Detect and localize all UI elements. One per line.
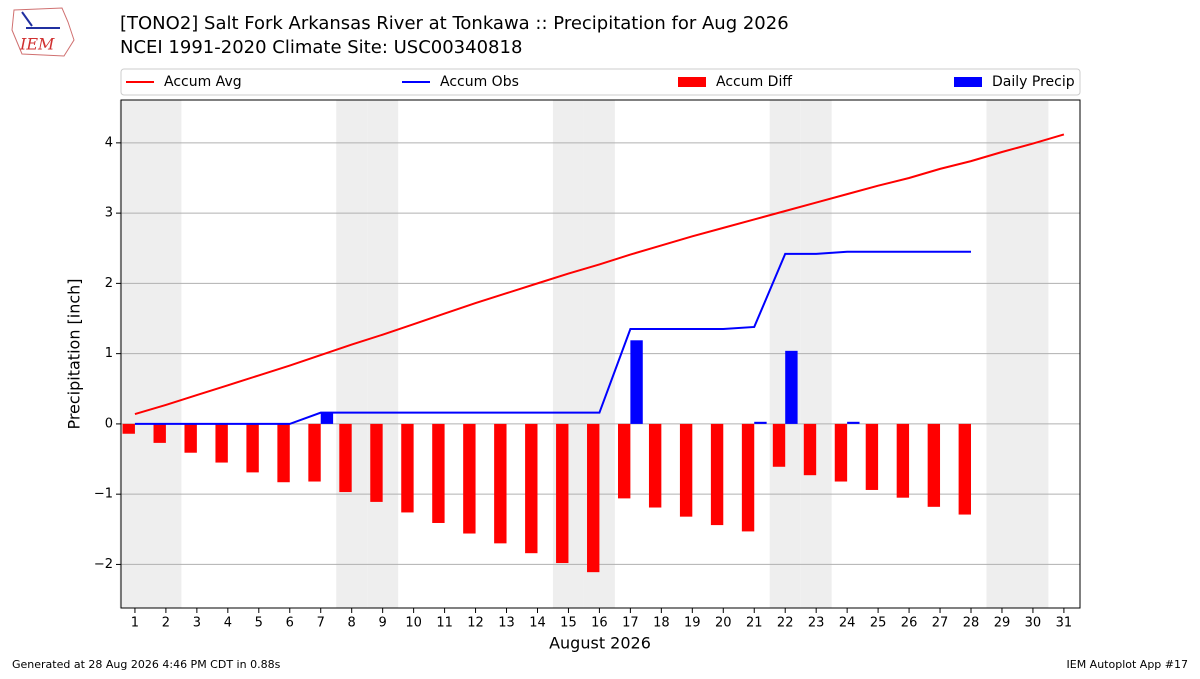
bar <box>370 423 383 502</box>
bar <box>277 423 290 483</box>
x-tick-label: 22 <box>777 616 794 631</box>
y-tick-label: −1 <box>94 487 113 502</box>
bar <box>401 423 414 513</box>
x-tick-label: 18 <box>653 616 670 631</box>
x-tick-label: 10 <box>405 616 422 631</box>
x-tick-label: 9 <box>379 616 387 631</box>
logo-text: IEM <box>19 35 55 54</box>
bar <box>741 423 755 532</box>
legend-box <box>120 68 1081 96</box>
logo: IEM <box>11 7 75 57</box>
bar <box>630 340 643 424</box>
bar <box>679 423 693 517</box>
x-tick-label: 13 <box>498 616 515 631</box>
bar <box>320 412 334 424</box>
x-tick-label: 17 <box>622 616 639 631</box>
bar <box>958 423 972 515</box>
x-tick-label: 20 <box>715 616 732 631</box>
legend-label: Accum Obs <box>440 74 519 90</box>
bar <box>865 423 879 490</box>
bar <box>246 423 259 473</box>
x-tick-label: 30 <box>1025 616 1042 631</box>
legend-label: Accum Diff <box>716 74 792 90</box>
bar <box>215 423 228 463</box>
bar <box>710 423 724 526</box>
bar <box>617 423 631 499</box>
y-tick-label: 2 <box>105 276 113 291</box>
logo-icon <box>21 11 33 27</box>
bar <box>648 423 662 508</box>
x-tick-label: 14 <box>529 616 546 631</box>
x-tick-label: 27 <box>932 616 949 631</box>
chart-title: [TONO2] Salt Fork Arkansas River at Tonk… <box>120 13 789 34</box>
x-tick-label: 1 <box>131 616 139 631</box>
legend: Accum Avg Accum Obs Accum Diff Daily Precip <box>126 74 1075 90</box>
bar <box>927 423 941 507</box>
line <box>134 250 972 425</box>
x-tick-label: 29 <box>994 616 1011 631</box>
bar <box>184 423 197 453</box>
legend-swatch <box>954 77 982 87</box>
y-tick-label: 0 <box>105 416 113 431</box>
x-tick-label: 25 <box>870 616 887 631</box>
bar <box>785 350 798 424</box>
x-tick-label: 23 <box>808 616 825 631</box>
x-tick-label: 11 <box>436 616 453 631</box>
x-tick-label: 24 <box>839 616 856 631</box>
x-tick-label: 15 <box>560 616 577 631</box>
y-tick-label: 1 <box>105 346 113 361</box>
x-tick-label: 28 <box>963 616 980 631</box>
bar <box>834 423 848 482</box>
bar <box>339 423 352 493</box>
bar <box>587 423 600 573</box>
plot-frame <box>120 99 1081 609</box>
x-tick-label: 2 <box>162 616 170 631</box>
footer-right: IEM Autoplot App #17 <box>1067 658 1189 671</box>
x-tick-label: 19 <box>684 616 701 631</box>
line <box>134 133 1065 416</box>
x-tick-label: 26 <box>901 616 918 631</box>
legend-swatch <box>678 77 706 87</box>
x-tick-label: 6 <box>286 616 294 631</box>
legend-label: Daily Precip <box>992 74 1075 90</box>
x-tick-label: 8 <box>348 616 356 631</box>
bar <box>772 423 786 467</box>
legend-label: Accum Avg <box>164 74 242 90</box>
bar <box>754 421 767 424</box>
bar <box>153 423 166 443</box>
x-axis-label: August 2026 <box>549 634 651 653</box>
x-tick-label: 4 <box>224 616 232 631</box>
x-tick-label: 31 <box>1056 616 1073 631</box>
y-tick-label: 4 <box>105 135 113 150</box>
bar <box>896 423 910 498</box>
x-tick-label: 16 <box>591 616 608 631</box>
x-tick-label: 3 <box>193 616 201 631</box>
chart-subtitle: NCEI 1991-2020 Climate Site: USC00340818 <box>120 37 522 58</box>
bar <box>463 423 476 534</box>
bar <box>556 423 569 564</box>
y-tick-label: 3 <box>105 206 113 221</box>
y-axis-label: Precipitation [inch] <box>65 278 84 429</box>
footer-left: Generated at 28 Aug 2026 4:46 PM CDT in … <box>12 658 281 671</box>
bar <box>308 423 321 482</box>
y-tick-label: −2 <box>94 557 113 572</box>
bar <box>525 423 538 554</box>
x-tick-label: 21 <box>746 616 763 631</box>
x-tick-label: 12 <box>467 616 484 631</box>
bar <box>122 423 135 434</box>
bar <box>494 423 507 544</box>
bar <box>803 423 817 476</box>
bar <box>432 423 445 523</box>
x-tick-label: 5 <box>255 616 263 631</box>
x-tick-label: 7 <box>317 616 325 631</box>
bar <box>847 421 860 424</box>
